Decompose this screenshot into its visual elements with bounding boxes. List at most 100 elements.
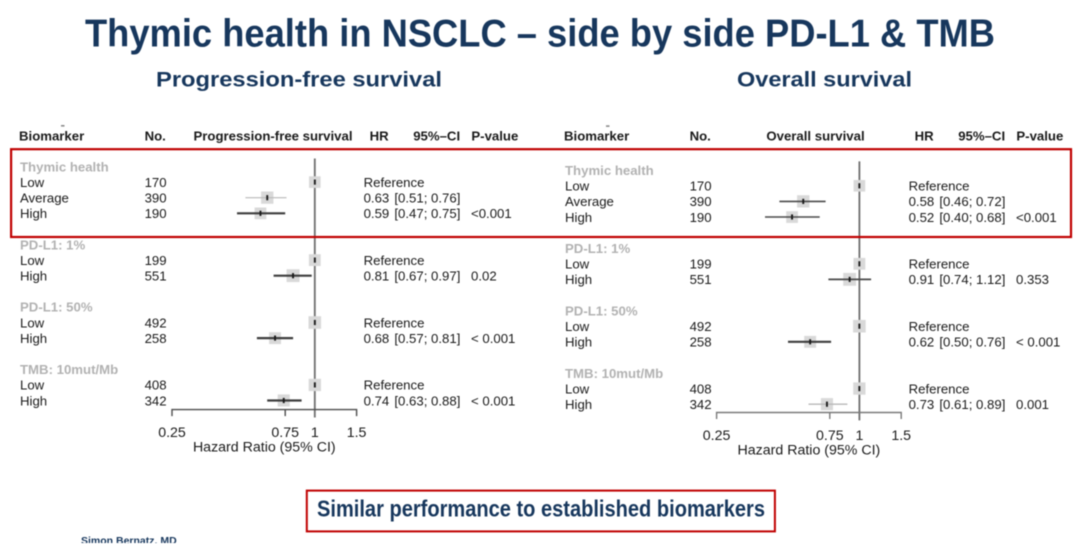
svg-text:Similar performance to establi: Similar performance to established bioma…	[317, 495, 765, 521]
svg-text:Low: Low	[20, 253, 45, 268]
svg-text:0.353: 0.353	[1016, 272, 1049, 287]
svg-text:[0.40; 0.68]: [0.40; 0.68]	[939, 210, 1005, 225]
svg-text:1: 1	[855, 428, 863, 444]
svg-text:Simon Bernatz, MD: Simon Bernatz, MD	[81, 535, 177, 543]
svg-text:170: 170	[690, 179, 712, 194]
svg-text:[0.51; 0.76]: [0.51; 0.76]	[394, 191, 460, 206]
svg-text:Low: Low	[20, 175, 45, 190]
svg-text:High: High	[20, 393, 47, 408]
svg-text:High: High	[565, 335, 592, 350]
svg-text:0.75: 0.75	[271, 425, 299, 441]
svg-text:Thymic health in NSCLC – side: Thymic health in NSCLC – side by side PD…	[85, 13, 995, 56]
svg-text:Low: Low	[565, 381, 590, 396]
svg-text:390: 390	[690, 194, 712, 209]
svg-text:HR: HR	[915, 129, 935, 144]
svg-text:PD-L1: 1%: PD-L1: 1%	[20, 237, 85, 252]
svg-text:<0.001: <0.001	[1016, 210, 1057, 225]
svg-text:551: 551	[145, 269, 167, 284]
svg-text:408: 408	[690, 381, 712, 396]
svg-text:190: 190	[690, 210, 712, 225]
svg-text:492: 492	[690, 319, 712, 334]
svg-text:0.63: 0.63	[364, 191, 390, 206]
svg-text:High: High	[565, 397, 592, 412]
svg-text:HR: HR	[370, 128, 390, 143]
svg-text:Biomarker: Biomarker	[564, 129, 629, 144]
svg-text:Reference: Reference	[364, 175, 425, 190]
svg-text:[0.50; 0.76]: [0.50; 0.76]	[939, 335, 1005, 350]
svg-text:199: 199	[690, 257, 712, 272]
svg-text:95%–CI: 95%–CI	[413, 128, 460, 143]
svg-text:1.5: 1.5	[347, 425, 367, 441]
svg-text:551: 551	[690, 272, 712, 287]
svg-text:342: 342	[145, 393, 167, 408]
svg-text:1: 1	[311, 425, 319, 441]
svg-text:0.02: 0.02	[471, 269, 497, 284]
svg-text:0.59: 0.59	[364, 206, 390, 221]
svg-text:0.25: 0.25	[158, 425, 186, 441]
svg-text:408: 408	[145, 378, 167, 393]
svg-text:0.68: 0.68	[364, 331, 390, 346]
svg-text:342: 342	[690, 397, 712, 412]
svg-text:Biomarker: Biomarker	[19, 128, 84, 143]
svg-text:[0.67; 0.97]: [0.67; 0.97]	[394, 269, 460, 284]
svg-text:High: High	[20, 331, 47, 346]
svg-text:Reference: Reference	[909, 257, 970, 272]
svg-text:[0.57; 0.81]: [0.57; 0.81]	[394, 331, 460, 346]
svg-text:TMB: 10mut/Mb: TMB: 10mut/Mb	[565, 366, 663, 381]
svg-text:0.74: 0.74	[364, 393, 390, 408]
svg-text:Hazard Ratio (95% CI): Hazard Ratio (95% CI)	[193, 440, 336, 456]
svg-text:[0.74; 1.12]: [0.74; 1.12]	[939, 272, 1005, 287]
svg-text:Reference: Reference	[909, 381, 970, 396]
svg-text:Overall survival: Overall survival	[766, 129, 864, 144]
svg-text:0.62: 0.62	[909, 335, 935, 350]
svg-text:No.: No.	[145, 128, 166, 143]
svg-text:< 0.001: < 0.001	[471, 393, 515, 408]
svg-text:1.5: 1.5	[891, 428, 911, 444]
svg-text:P-value: P-value	[471, 128, 518, 143]
svg-text:95%–CI: 95%–CI	[958, 129, 1005, 144]
svg-text:199: 199	[145, 253, 167, 268]
svg-text:PD-L1: 50%: PD-L1: 50%	[565, 303, 638, 318]
svg-text:Reference: Reference	[364, 315, 425, 330]
svg-text:High: High	[20, 206, 47, 221]
svg-text:258: 258	[145, 331, 167, 346]
svg-text:Reference: Reference	[364, 253, 425, 268]
svg-text:0.75: 0.75	[816, 428, 844, 444]
svg-text:[0.61; 0.89]: [0.61; 0.89]	[939, 397, 1005, 412]
svg-text:0.73: 0.73	[909, 397, 935, 412]
svg-text:Average: Average	[565, 194, 614, 209]
svg-text:170: 170	[145, 175, 167, 190]
svg-text:Overall survival: Overall survival	[737, 67, 912, 91]
svg-text:0.58: 0.58	[909, 194, 935, 209]
svg-text:Thymic health: Thymic health	[20, 159, 109, 174]
svg-text:[0.47; 0.75]: [0.47; 0.75]	[394, 206, 460, 221]
svg-text:< 0.001: < 0.001	[1016, 335, 1060, 350]
svg-text:Hazard Ratio (95% CI): Hazard Ratio (95% CI)	[738, 442, 881, 458]
svg-text:< 0.001: < 0.001	[471, 331, 515, 346]
svg-text:0.001: 0.001	[1016, 397, 1049, 412]
svg-text:Progression-free survival: Progression-free survival	[156, 67, 442, 91]
svg-text:Reference: Reference	[909, 179, 970, 194]
svg-text:0.25: 0.25	[703, 428, 731, 444]
svg-text:0.81: 0.81	[364, 269, 390, 284]
svg-text:Low: Low	[565, 179, 590, 194]
svg-text:High: High	[565, 210, 592, 225]
svg-text:P-value: P-value	[1016, 129, 1063, 144]
svg-text:PD-L1: 50%: PD-L1: 50%	[20, 300, 93, 315]
svg-text:Reference: Reference	[364, 378, 425, 393]
svg-text:[0.46; 0.72]: [0.46; 0.72]	[939, 194, 1005, 209]
svg-text:TMB: 10mut/Mb: TMB: 10mut/Mb	[20, 362, 118, 377]
svg-text:0.91: 0.91	[909, 272, 935, 287]
svg-text:PD-L1: 1%: PD-L1: 1%	[565, 241, 630, 256]
svg-text:258: 258	[690, 335, 712, 350]
svg-text:Low: Low	[20, 315, 45, 330]
svg-text:0.52: 0.52	[909, 210, 935, 225]
svg-text:<0.001: <0.001	[471, 206, 512, 221]
svg-text:390: 390	[145, 191, 167, 206]
svg-text:Thymic health: Thymic health	[565, 163, 654, 178]
svg-text:Low: Low	[565, 257, 590, 272]
svg-text:High: High	[20, 269, 47, 284]
svg-text:Progression-free survival: Progression-free survival	[193, 128, 352, 143]
svg-text:190: 190	[145, 206, 167, 221]
svg-text:No.: No.	[690, 129, 711, 144]
